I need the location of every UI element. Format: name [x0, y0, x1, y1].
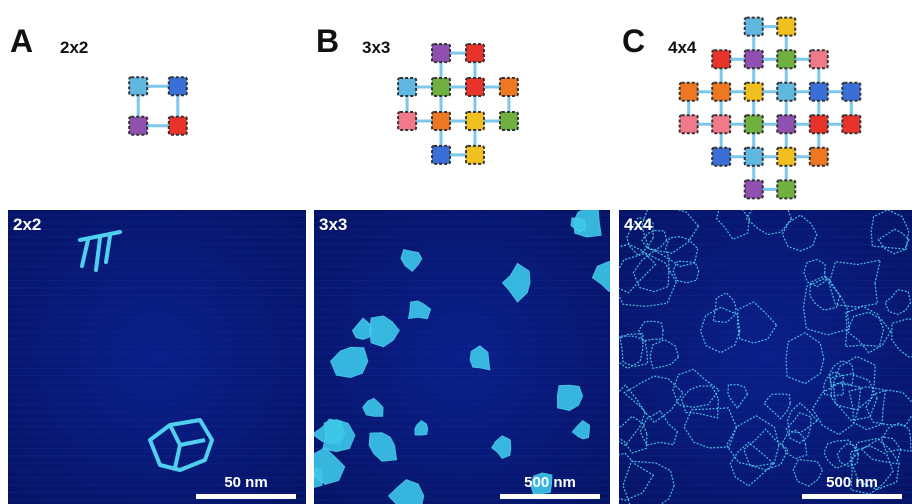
lattice: [100, 48, 215, 163]
panel-title: 3x3: [362, 38, 390, 57]
tile: [777, 115, 795, 133]
diagrams: [100, 0, 885, 224]
tile: [810, 83, 828, 101]
tile: [810, 148, 828, 166]
panel-title: 4x4: [668, 38, 697, 57]
tile: [745, 50, 763, 68]
tile: [745, 180, 763, 198]
tile: [432, 146, 450, 164]
tile: [745, 18, 763, 36]
tile: [842, 115, 860, 133]
tile: [745, 115, 763, 133]
tile: [680, 83, 698, 101]
tile: [500, 78, 518, 96]
tile: [777, 148, 795, 166]
scale-bar-label: 500 nm: [524, 474, 576, 491]
tile: [432, 44, 450, 62]
tile: [712, 50, 730, 68]
scale-bar: [196, 494, 296, 499]
image-label: 2x2: [13, 215, 41, 234]
tile: [432, 112, 450, 130]
tile: [712, 83, 730, 101]
tile: [129, 77, 147, 95]
panel-title: 2x2: [60, 38, 88, 57]
panel-letter: B: [316, 23, 339, 59]
panel-a: A 2x2: [10, 23, 88, 59]
tile: [680, 115, 698, 133]
scale-bar: [500, 494, 600, 499]
tile: [129, 117, 147, 135]
tile: [842, 83, 860, 101]
figure: A 2x2 B 3x3 C 4x4 2x2 50 nm 3x3 500 nm 4x4 50…: [0, 0, 912, 504]
tile: [398, 112, 416, 130]
tile: [466, 44, 484, 62]
tile: [810, 50, 828, 68]
tile: [500, 112, 518, 130]
tile: [745, 83, 763, 101]
scale-bar: [802, 494, 902, 499]
scale-bar-label: 500 nm: [826, 474, 878, 491]
panel-letter: C: [622, 23, 645, 59]
afm-image: 3x3 500 nm: [303, 209, 621, 504]
tile: [777, 83, 795, 101]
tile: [398, 78, 416, 96]
images: 2x2 50 nm 3x3 500 nm 4x4 500 nm: [8, 200, 912, 504]
afm-image: 2x2 50 nm: [8, 210, 306, 504]
panel-letter: A: [10, 23, 33, 59]
panel-b: B 3x3: [316, 23, 390, 59]
afm-image: 4x4 500 nm: [605, 200, 912, 504]
lattice: [372, 18, 544, 190]
tile: [169, 77, 187, 95]
tile: [810, 115, 828, 133]
tile: [466, 78, 484, 96]
panel-c: C 4x4: [622, 23, 697, 59]
tile: [712, 148, 730, 166]
image-label: 4x4: [624, 215, 653, 234]
tile: [432, 78, 450, 96]
tile: [466, 146, 484, 164]
tile: [777, 50, 795, 68]
tile: [712, 115, 730, 133]
tile: [745, 148, 763, 166]
lattice: [654, 0, 885, 224]
image-label: 3x3: [319, 215, 347, 234]
scale-bar-label: 50 nm: [224, 474, 267, 491]
tile: [777, 18, 795, 36]
tile: [466, 112, 484, 130]
tile: [777, 180, 795, 198]
tile: [169, 117, 187, 135]
image-bg: [619, 210, 912, 504]
